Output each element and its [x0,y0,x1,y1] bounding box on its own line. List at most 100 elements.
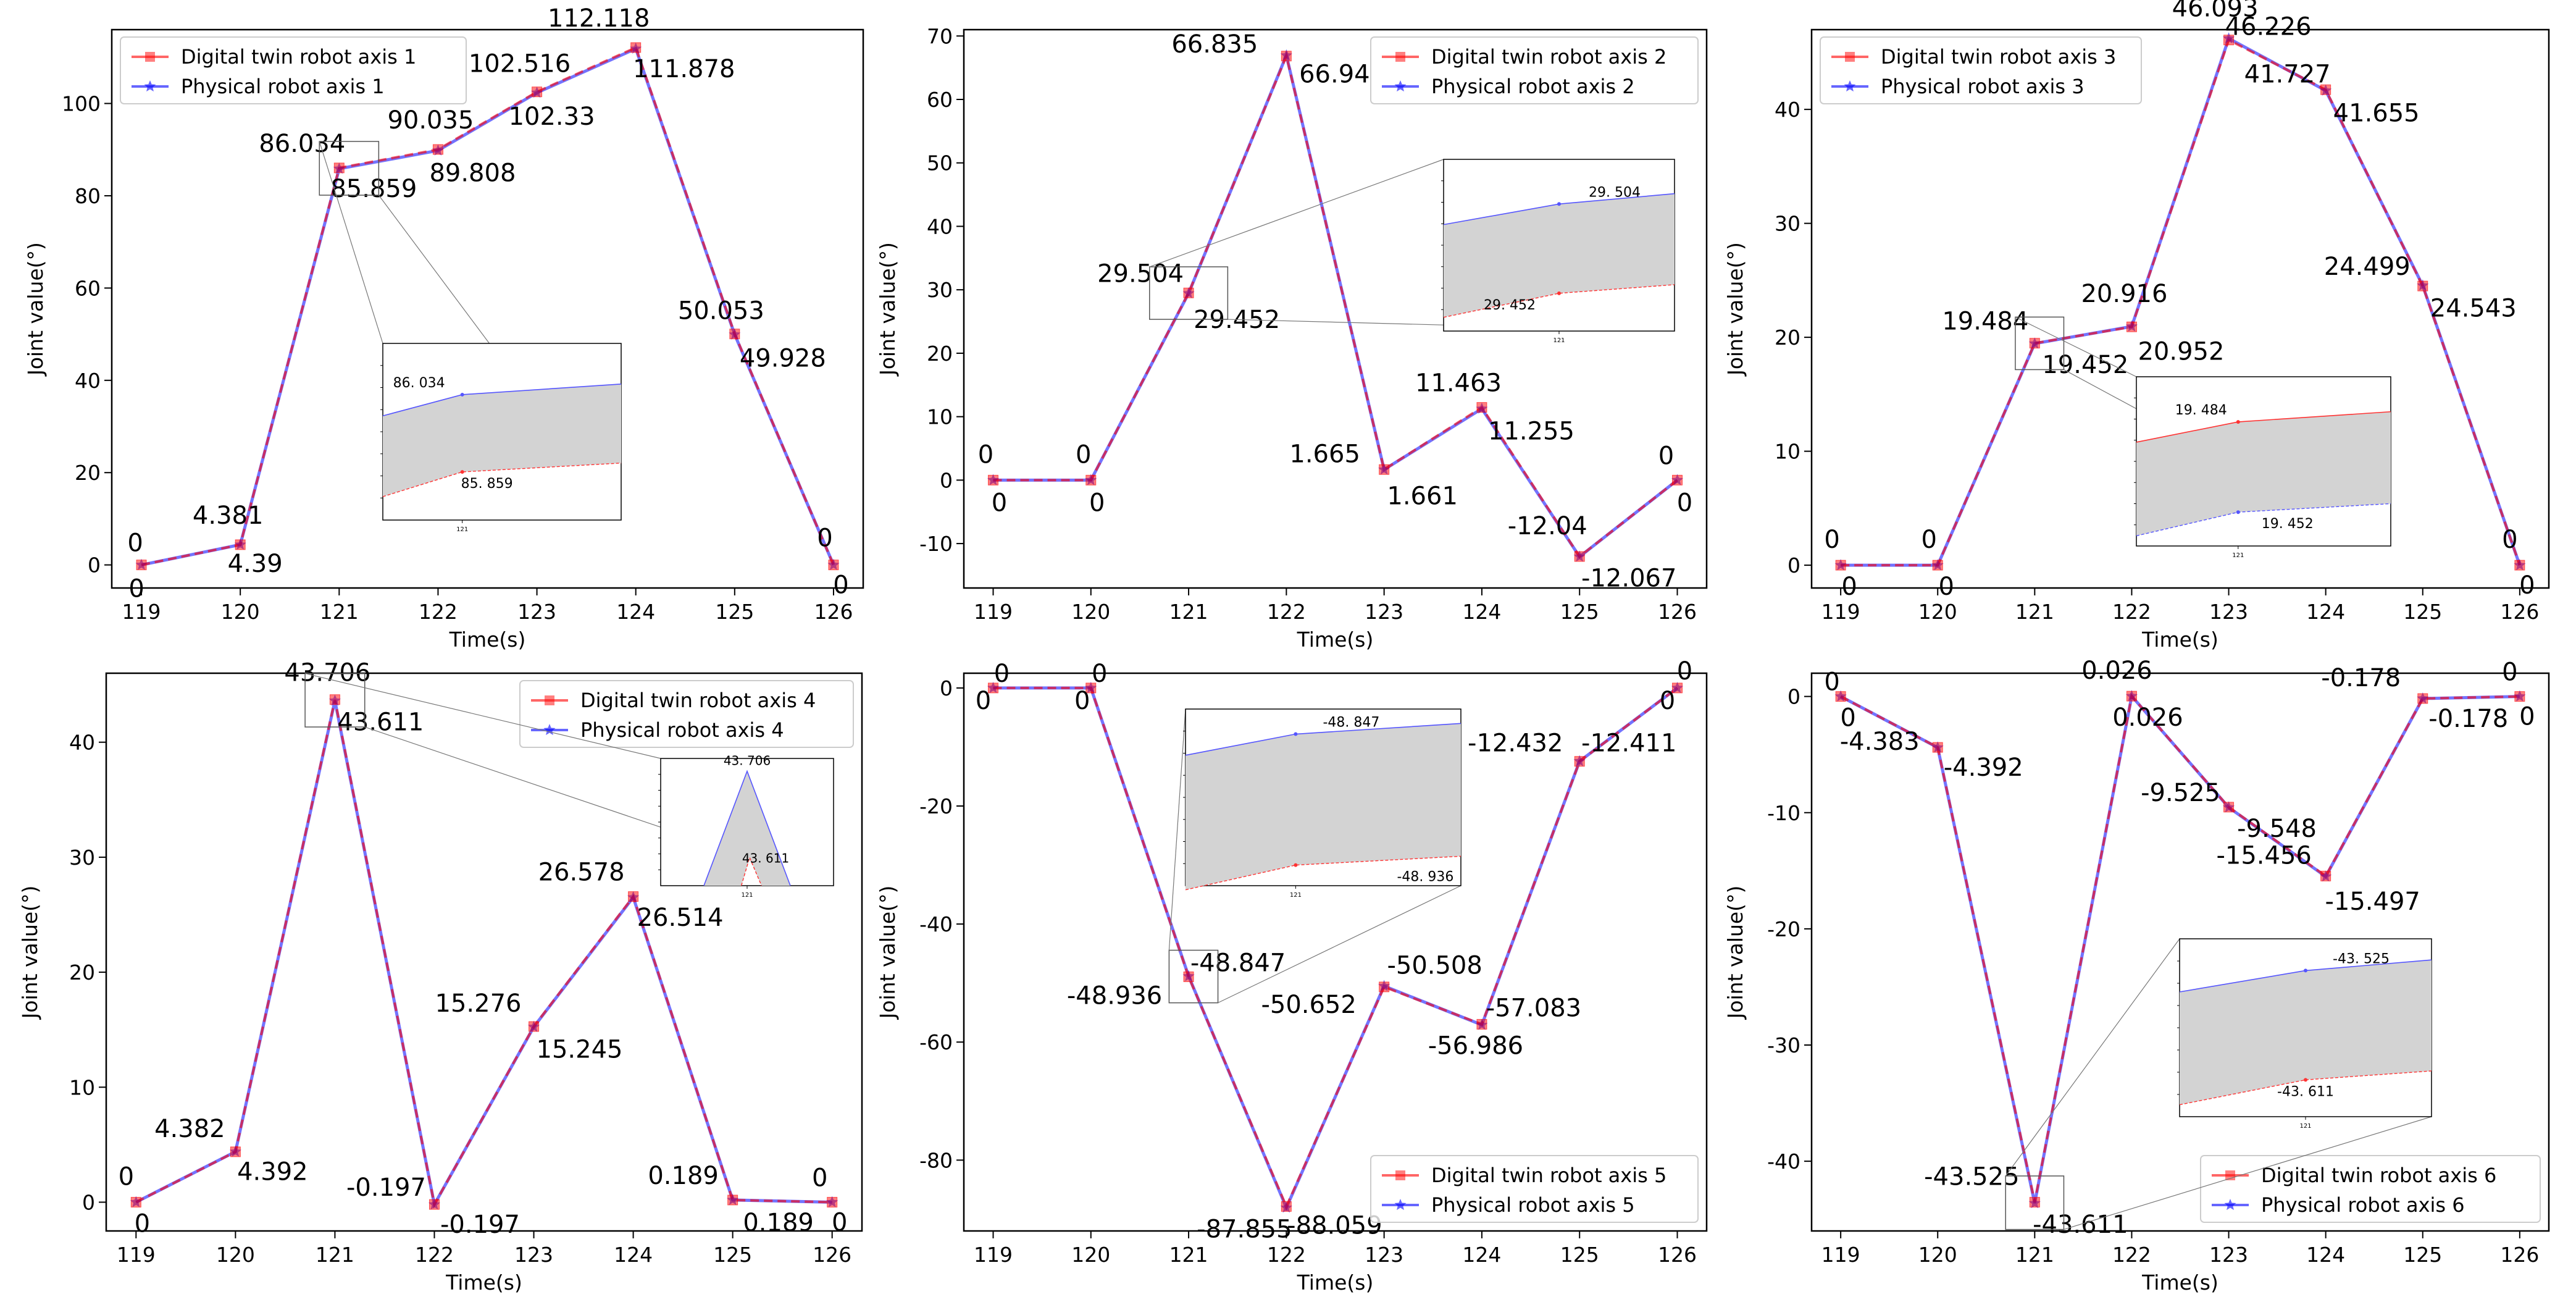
x-tick-label: 122 [1267,600,1306,624]
plot-frame [1810,672,2550,1232]
legend: Digital twin robot axis 5 Physical robot … [1370,1155,1699,1223]
digital-twin-point [2417,693,2428,704]
data-label: 90.035 [387,106,474,135]
legend-box [120,36,467,104]
data-label: 0 [994,660,1010,688]
inset-bottom-label: 43. 611 [742,850,789,865]
inset-point-bottom [2304,1078,2307,1082]
series-line-digital-twin [993,52,1678,558]
legend-label: Digital twin robot axis 4 [580,689,816,712]
zoom-inset: 86. 034 85. 859 121 [319,141,622,533]
legend-label: Digital twin robot axis 2 [1431,45,1666,69]
legend-marker-square [1395,52,1405,62]
data-label: 0 [817,524,832,553]
data-label: 0 [2519,703,2535,731]
digital-twin-point [987,682,998,694]
inset-point-bottom [2236,510,2240,514]
digital-twin-point [2320,84,2331,95]
data-label: -88.059 [1287,1211,1382,1240]
legend-box [1820,36,2142,104]
plot-frame [111,28,864,589]
series-line-digital-twin [1841,38,2521,567]
digital-twin-point [987,474,998,485]
data-label: -12.432 [1468,729,1563,758]
data-label: 0 [1824,526,1839,554]
zoom-connector [304,673,661,759]
data-label: 50.053 [678,297,764,325]
digital-twin-point [529,1021,540,1032]
data-label: 0 [1660,687,1675,715]
data-label: 49.928 [740,345,826,373]
data-label: 1.661 [1387,482,1458,510]
plot-frame [963,672,1708,1232]
data-label: -4.383 [1840,728,1920,756]
x-tick-label: 123 [2209,600,2248,624]
x-axis-label: Time(s) [2141,1270,2218,1295]
y-tick-label: -60 [919,1030,953,1054]
legend-label: Physical robot axis 6 [2261,1193,2465,1217]
y-tick-label: -40 [919,912,953,936]
y-tick-label: 40 [69,731,95,755]
data-label: 0 [1677,657,1692,686]
inset-line-bottom [2179,1070,2432,1106]
inset-point-top [460,392,464,397]
zoom-inset: -48. 847 -48. 936 121 [1168,708,1462,1004]
data-label: 0.189 [743,1209,814,1237]
digital-twin-point [2126,321,2137,332]
data-label: 0.026 [2081,657,2152,685]
data-label: -4.392 [1944,754,2023,782]
data-label: 112.118 [548,4,650,33]
inset-point-bottom [1557,291,1561,295]
data-label: -9.548 [2237,815,2317,843]
data-label: -43.611 [2033,1211,2128,1239]
x-tick-label: 126 [2500,600,2539,624]
data-label: 0 [1074,687,1090,715]
digital-twin-point [1281,51,1292,62]
digital-twin-point [1281,1201,1292,1212]
inset-top-label: 19. 484 [2175,403,2227,418]
data-label: 0 [1092,660,1107,688]
x-tick-label: 119 [974,600,1013,624]
y-tick-label: 100 [62,92,101,116]
digital-twin-point [827,1196,838,1207]
x-tick-label: 123 [2209,1243,2248,1267]
digital-twin-point [1835,691,1846,702]
legend-label: Physical robot axis 4 [580,718,784,742]
y-tick-label: 20 [1775,325,1800,350]
inset-gap-fill [704,771,790,886]
digital-twin-point [130,1196,141,1207]
x-tick-label: 120 [1918,600,1957,624]
digital-twin-point [136,560,147,571]
data-label: 15.245 [537,1036,623,1064]
y-axis-label: Joint value(°) [876,242,900,377]
data-label: 0 [812,1164,827,1192]
data-label: -50.652 [1261,991,1356,1019]
digital-twin-point [2417,280,2428,292]
data-label: 0 [2502,658,2517,687]
y-tick-label: -80 [919,1148,953,1172]
x-tick-label: 123 [1365,600,1403,624]
inset-bottom-label: -48. 936 [1397,870,1453,885]
y-axis-label: Joint value(°) [876,886,900,1020]
y-tick-label: 30 [1775,212,1800,236]
data-label: 0 [992,489,1007,517]
digital-twin-point [2126,691,2137,702]
data-label: -12.411 [1581,729,1676,757]
legend-label: Digital twin robot axis 6 [2261,1164,2496,1187]
inset-point-top [2304,968,2307,973]
y-tick-label: 10 [1775,440,1800,464]
inset-line-digital-twin [740,856,762,886]
y-tick-label: -20 [1767,917,1800,941]
x-tick-label: 125 [2403,1243,2442,1267]
legend-box [1370,36,1699,104]
data-label: 11.255 [1488,418,1574,446]
inset-bottom-label: 85. 859 [461,476,513,492]
x-tick-label: 125 [715,600,754,624]
zoom-connector [2015,316,2137,377]
data-label: -0.197 [440,1211,520,1239]
chart-panel-6: 119 120 121 122 123 124 125 126 -40 -30 -20 -10 0 Tim… [1723,657,2550,1295]
x-tick-label: 120 [221,600,260,624]
data-label: -9.525 [2141,779,2220,807]
legend-label: Digital twin robot axis 3 [1881,45,2116,69]
data-label: -87.855 [1197,1215,1292,1243]
